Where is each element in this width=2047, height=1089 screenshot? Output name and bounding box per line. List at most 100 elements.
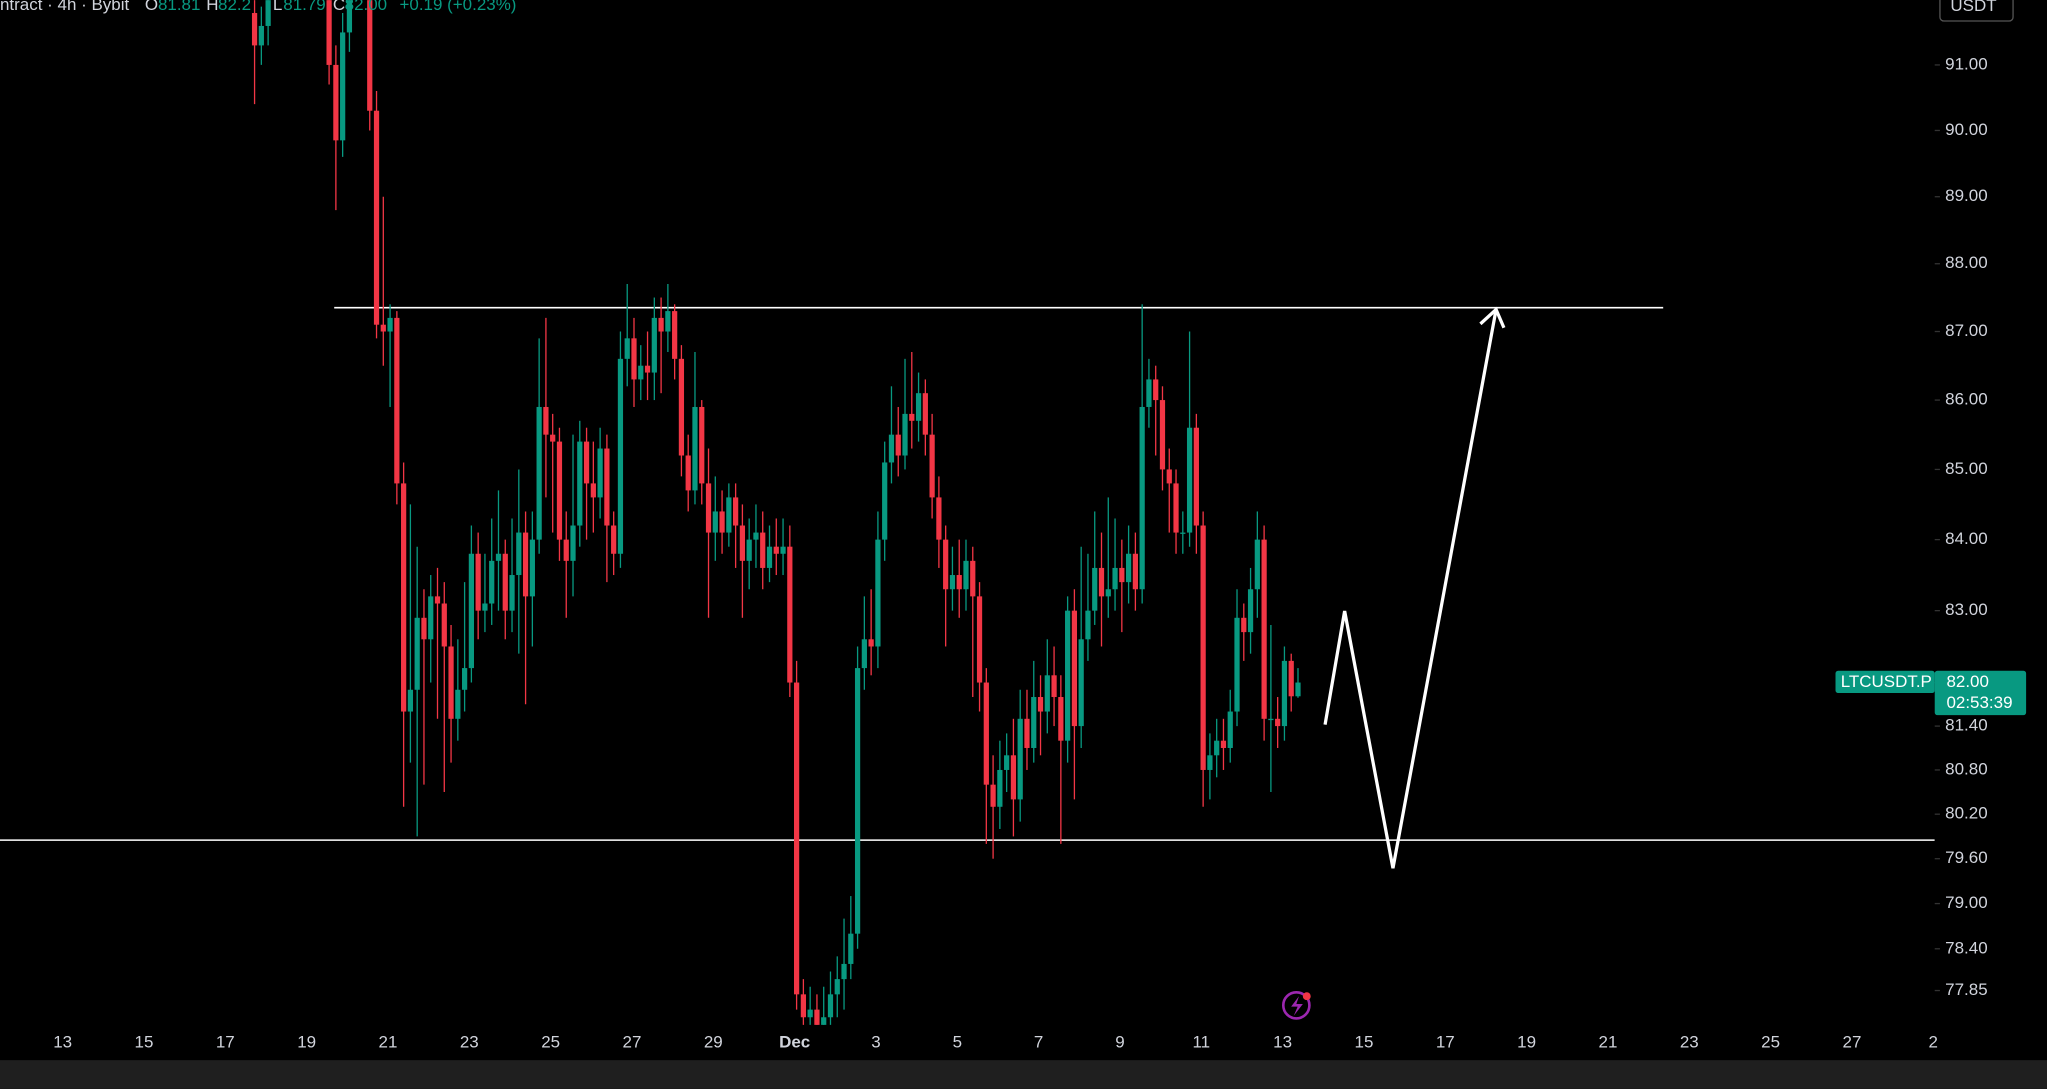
candle-body	[489, 560, 495, 604]
candle-body	[733, 497, 739, 526]
candle-body	[624, 338, 630, 359]
candle-body	[394, 317, 400, 484]
candle-body	[1180, 532, 1186, 534]
candle-body	[631, 338, 637, 380]
candle-body	[672, 311, 678, 359]
candle-body	[1065, 610, 1071, 741]
candle-body	[902, 413, 908, 456]
candle-body	[1241, 617, 1247, 633]
candle-body	[963, 560, 969, 590]
symbol-tag: LTCUSDT.P	[1841, 672, 1932, 691]
candle-body	[1200, 525, 1206, 770]
candle-body	[1071, 610, 1078, 727]
candle-body	[678, 358, 685, 456]
candle-body	[997, 769, 1003, 807]
x-tick-label: 21	[1599, 1033, 1618, 1052]
candle-body	[1227, 711, 1233, 748]
candle-body	[848, 933, 854, 964]
candle-body	[882, 462, 888, 540]
y-tick-label: 81.40	[1945, 716, 1987, 735]
x-tick-label: 17	[1436, 1033, 1455, 1052]
candle-body	[617, 358, 624, 554]
candle-body	[793, 682, 800, 995]
y-tick-label: 83.00	[1945, 600, 1987, 619]
candle-body	[333, 64, 339, 141]
x-tick-label: 11	[1192, 1033, 1210, 1052]
candle-body	[455, 689, 461, 719]
x-tick-label: 5	[953, 1033, 962, 1052]
candle-body	[685, 455, 691, 491]
candle-body	[1017, 718, 1023, 800]
candle-body	[1186, 427, 1193, 533]
candle-body	[827, 994, 834, 1018]
candle-body	[1214, 740, 1220, 756]
currency-box[interactable]	[1939, 0, 2014, 22]
candle-body	[597, 448, 603, 498]
candle-body	[990, 784, 996, 807]
symbol: ntract · 4h · Bybit	[0, 0, 129, 14]
candle-body	[888, 434, 895, 463]
close-value: 82.00	[345, 0, 387, 14]
open-value: 81.81	[158, 0, 200, 14]
candle-body	[760, 532, 766, 568]
x-tick-label: 27	[623, 1033, 642, 1052]
alert-bolt	[1291, 996, 1303, 1016]
y-tick-label: 88.00	[1945, 253, 1987, 272]
x-tick-label: 27	[1843, 1033, 1862, 1052]
x-tick-label: 19	[1517, 1033, 1536, 1052]
candle-body	[529, 539, 535, 597]
candle-body	[604, 448, 610, 526]
candle-body	[265, 0, 271, 26]
candle-body	[611, 525, 617, 554]
candle-body	[502, 553, 508, 611]
alert-icon[interactable]	[1281, 990, 1311, 1020]
candle-body	[854, 668, 861, 934]
y-tick-label: 91.00	[1945, 54, 1987, 73]
x-tick-label: 2	[1929, 1033, 1938, 1052]
candle-body	[1193, 427, 1199, 526]
candle-body	[970, 560, 976, 597]
candle-body	[1037, 697, 1044, 712]
candle-body	[536, 406, 542, 540]
candle-body	[1098, 567, 1105, 597]
candle-body	[475, 553, 481, 611]
x-tick-label: 29	[704, 1033, 723, 1052]
candle-body	[1085, 610, 1091, 640]
candle-body	[428, 596, 434, 640]
alert-dot	[1302, 992, 1311, 1001]
high-label: H	[206, 0, 218, 14]
candle-body	[1031, 697, 1037, 748]
candle-body	[1010, 755, 1017, 800]
candle-body	[1159, 400, 1166, 470]
candle-body	[875, 539, 881, 647]
candle-body	[1024, 718, 1030, 748]
y-tick-label: 84.00	[1945, 529, 1987, 548]
candle-body	[719, 511, 725, 533]
candle-body	[861, 639, 867, 669]
low-value: 81.79	[283, 0, 325, 14]
y-tick-label: 90.00	[1945, 120, 1987, 139]
candle-body	[373, 110, 380, 325]
candle-body	[1268, 718, 1274, 721]
y-tick-label: 85.00	[1945, 459, 1987, 478]
candle-body	[387, 317, 393, 332]
candle-body	[1153, 379, 1159, 401]
candle-body	[367, 0, 373, 111]
candle-body	[929, 434, 935, 498]
candle-body	[692, 406, 698, 491]
drawings	[1281, 306, 1506, 1020]
candle-body	[766, 546, 773, 568]
currency: USDT	[1950, 0, 1996, 15]
candle-body	[821, 1017, 827, 1025]
candle-body	[1261, 539, 1267, 719]
candle-body	[895, 434, 901, 456]
plot-area	[0, 0, 1935, 1025]
candle-body	[1119, 567, 1125, 583]
candle-body	[644, 365, 651, 373]
candle-body	[258, 25, 264, 46]
x-tick-label: 23	[1680, 1033, 1699, 1052]
open-label: O	[145, 0, 158, 14]
last-price-label: 82.00	[1946, 672, 1988, 691]
